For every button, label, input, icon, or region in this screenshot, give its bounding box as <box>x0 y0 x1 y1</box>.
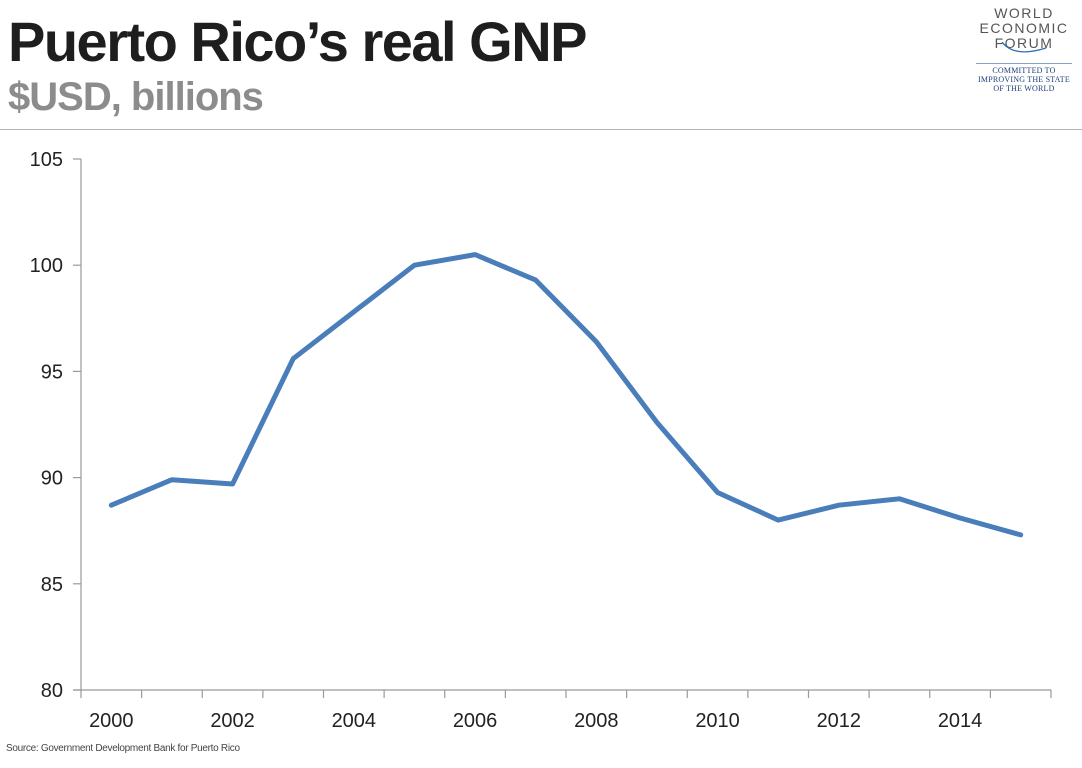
x-tick-label: 2002 <box>210 710 255 732</box>
x-tick-label: 2008 <box>574 710 619 732</box>
y-tick-label: 85 <box>41 574 63 596</box>
header-divider <box>0 129 1082 130</box>
x-tick-label: 2012 <box>817 710 862 732</box>
x-tick-label: 2010 <box>695 710 740 732</box>
x-axis: 2000 2002 2004 2006 2008 2010 2012 2014 <box>73 689 1052 732</box>
y-tick-label: 100 <box>30 255 63 277</box>
gnp-series-line <box>108 252 1024 538</box>
logo-line-3: FORUM <box>994 35 1054 51</box>
y-tick-label: 105 <box>30 149 63 171</box>
logo-tagline-1: COMMITTED TO <box>992 66 1056 75</box>
logo-line-1: WORLD <box>994 5 1054 21</box>
logo-tagline-2: IMPROVING THE STATE <box>978 75 1070 84</box>
x-tick-label: 2000 <box>89 710 134 732</box>
y-tick-label: 90 <box>41 468 63 490</box>
chart-subtitle: $USD, billions <box>8 75 264 119</box>
chart-title: Puerto Rico’s real GNP <box>8 10 588 73</box>
y-tick-label: 80 <box>41 680 63 702</box>
y-tick-label: 95 <box>41 361 63 383</box>
logo-arc-icon <box>1001 42 1047 53</box>
logo-tagline-3: OF THE WORLD <box>993 84 1055 93</box>
wef-logo: WORLD ECONOMIC FORUM COMMITTED TO IMPROV… <box>974 6 1074 93</box>
logo-line-2: ECONOMIC <box>979 20 1069 36</box>
y-axis: 80 85 90 95 100 105 <box>30 149 82 702</box>
x-tick-label: 2004 <box>332 710 377 732</box>
x-tick-label: 2006 <box>453 710 498 732</box>
source-note: Source: Government Development Bank for … <box>6 743 240 754</box>
logo-divider <box>976 63 1072 64</box>
x-tick-label: 2014 <box>938 710 983 732</box>
